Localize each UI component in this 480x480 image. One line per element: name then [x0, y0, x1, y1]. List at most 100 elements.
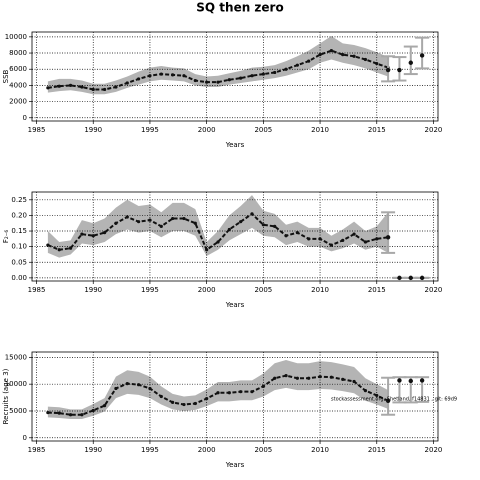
estimate-point — [307, 376, 311, 380]
estimate-point — [284, 234, 288, 238]
estimate-point — [193, 221, 197, 225]
estimate-point — [68, 246, 73, 250]
estimate-point — [182, 74, 186, 78]
projection-point — [385, 67, 391, 73]
estimate-point — [307, 237, 311, 241]
projection-point — [408, 60, 413, 65]
error-bar — [403, 45, 418, 76]
estimate-point — [102, 87, 107, 92]
estimate-point — [137, 77, 141, 81]
estimate-point — [159, 394, 163, 399]
x-axis-label: Years — [225, 141, 245, 149]
estimate-point — [273, 70, 277, 75]
estimate-point — [318, 375, 322, 379]
x-tick-label: 1990 — [84, 286, 102, 294]
estimate-point — [80, 85, 84, 89]
projection-point — [419, 53, 425, 58]
estimate-point — [125, 215, 129, 219]
estimate-point — [273, 376, 277, 380]
estimate-point — [261, 72, 265, 76]
y-tick-label: 0.15 — [11, 227, 27, 235]
x-tick-label: 1995 — [141, 126, 159, 134]
estimate-point — [261, 223, 265, 227]
y-tick-label: 0 — [23, 114, 27, 122]
estimate-point — [148, 386, 152, 391]
y-tick-label: 10000 — [5, 380, 27, 388]
estimate-point — [284, 373, 288, 378]
x-tick-label: 2000 — [198, 286, 216, 294]
estimate-point — [91, 87, 95, 92]
estimate-point — [250, 390, 254, 394]
estimate-point — [363, 389, 368, 393]
estimate-point — [148, 74, 152, 78]
x-tick-label: 2020 — [425, 126, 443, 134]
estimate-point — [68, 83, 73, 87]
estimate-point — [91, 408, 95, 413]
estimate-point — [352, 54, 356, 58]
estimate-point — [216, 391, 220, 395]
y-tick-label: 0.10 — [11, 243, 27, 251]
estimate-point — [171, 400, 175, 404]
error-bar — [381, 211, 396, 254]
estimate-point — [80, 232, 84, 236]
estimate-point — [216, 240, 220, 244]
x-tick-label: 2015 — [368, 446, 386, 454]
x-tick-label: 2000 — [198, 126, 216, 134]
confidence-band — [47, 360, 389, 420]
estimate-point — [352, 379, 356, 384]
y-tick-label: 0.20 — [11, 211, 27, 219]
y-tick-label: 0 — [23, 434, 27, 442]
projection-point — [408, 378, 413, 384]
x-axis-label: Years — [225, 301, 245, 309]
y-axis-label: Recruits (age 3) — [2, 368, 10, 424]
estimate-point — [375, 61, 379, 66]
estimate-point — [329, 49, 333, 53]
error-bar — [415, 36, 430, 70]
projection-point — [397, 67, 402, 73]
x-tick-label: 1990 — [84, 126, 102, 134]
y-tick-label: 0.00 — [11, 274, 27, 282]
estimate-point — [114, 85, 118, 89]
estimate-point — [239, 76, 243, 80]
estimate-point — [102, 230, 107, 235]
projection-point — [408, 275, 413, 281]
y-tick-label: 0.25 — [11, 196, 27, 204]
x-tick-label: 1985 — [28, 446, 46, 454]
estimate-point — [216, 80, 220, 84]
estimate-point — [205, 397, 209, 401]
estimate-point — [125, 81, 129, 85]
y-tick-label: 15000 — [5, 353, 27, 361]
x-tick-label: 2020 — [425, 286, 443, 294]
projection-point — [397, 378, 402, 383]
estimate-point — [193, 401, 197, 406]
estimate-point — [91, 234, 95, 238]
x-axis-label: Years — [225, 461, 245, 469]
estimate-point — [159, 72, 163, 76]
x-tick-label: 1985 — [28, 286, 46, 294]
estimate-point — [273, 224, 277, 228]
estimate-point — [363, 57, 368, 62]
estimate-point — [68, 413, 73, 417]
y-tick-label: 0.05 — [11, 258, 27, 266]
estimate-point — [352, 232, 356, 236]
x-tick-label: 2000 — [198, 446, 216, 454]
estimate-point — [341, 53, 345, 57]
estimate-point — [182, 216, 186, 221]
estimate-point — [329, 375, 333, 379]
y-axis-label: SSB — [2, 69, 10, 83]
x-tick-label: 2020 — [425, 446, 443, 454]
x-tick-label: 2005 — [254, 446, 272, 454]
x-tick-label: 2010 — [311, 446, 329, 454]
estimate-point — [57, 411, 61, 415]
x-tick-label: 1995 — [141, 286, 159, 294]
estimate-point — [375, 393, 379, 398]
y-tick-label: 8000 — [9, 49, 27, 57]
y-tick-label: 5000 — [9, 407, 27, 415]
confidence-band — [47, 36, 389, 95]
axes-frame — [31, 351, 439, 442]
estimate-point — [239, 220, 243, 224]
estimate-point — [148, 218, 152, 222]
estimate-point — [318, 53, 322, 57]
estimate-point — [171, 73, 175, 77]
estimate-point — [205, 80, 209, 84]
